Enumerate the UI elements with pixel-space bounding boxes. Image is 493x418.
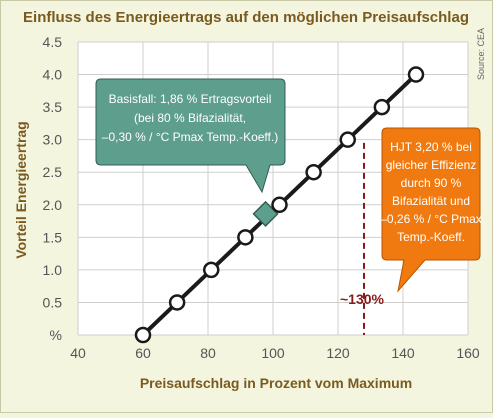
x-tick-label: 120 <box>326 345 350 361</box>
y-tick-label: 1.0 <box>43 262 63 278</box>
data-point <box>168 294 186 311</box>
callout-basisfall-shape <box>95 78 286 194</box>
x-tick-label: 140 <box>391 345 415 361</box>
callout-hjt-line: –0,26 % / °C Pmax <box>380 212 482 226</box>
callout-hjt-line: HJT 3,20 % bei <box>390 140 472 154</box>
y-tick-label: 3.0 <box>43 132 63 148</box>
y-tick-label: % <box>50 327 62 343</box>
y-tick-label: 1.5 <box>43 229 63 245</box>
x-axis-label: Preisaufschlag in Prozent vom Maximum <box>140 375 412 391</box>
callout-basisfall-line: Basisfall: 1,86 % Ertragsvorteil <box>109 92 272 106</box>
x-tick-label: 40 <box>70 345 86 361</box>
y-tick-label: 2.5 <box>43 164 63 180</box>
y-tick-label: 4.5 <box>43 34 63 50</box>
reference-line-label: ~130% <box>340 291 385 307</box>
data-point <box>339 131 356 148</box>
callout-hjt: HJT 3,20 % bei gleicher Effizienz durch 90… <box>380 127 482 293</box>
y-axis-label: Vorteil Energieertrag <box>13 121 29 258</box>
y-tick-label: 2.0 <box>43 197 63 213</box>
data-point <box>305 163 322 181</box>
series-group <box>134 66 425 344</box>
callout-hjt-shape <box>381 127 481 293</box>
chart-title: Einfluss des Energieertrags auf den mögl… <box>23 9 469 26</box>
x-tick-label: 80 <box>200 345 216 361</box>
callout-hjt-line: Temp.-Koeff. <box>397 230 465 244</box>
annotations: ~130% Basisfall: 1,86 % Ertragsvorteil (be… <box>95 78 482 307</box>
y-tick-label: 3.5 <box>43 99 63 115</box>
callout-basisfall-line: –0,30 % / °C Pmax Temp.-Koeff.) <box>102 130 278 144</box>
data-point <box>203 261 220 279</box>
data-point <box>271 196 288 214</box>
data-point <box>407 66 425 83</box>
callout-hjt-line: Bifazialität und <box>392 194 470 208</box>
x-tick-label: 60 <box>135 345 151 361</box>
callout-basisfall: Basisfall: 1,86 % Ertragsvorteil (bei 80 … <box>95 78 286 194</box>
callout-hjt-line: gleicher Effizienz <box>386 158 477 172</box>
callout-hjt-line: durch 90 % <box>401 176 462 190</box>
x-tick-label: 160 <box>456 345 480 361</box>
callout-basisfall-line: (bei 80 % Bifazialität, <box>134 111 246 125</box>
data-point <box>134 326 152 344</box>
y-tick-label: 4.0 <box>43 67 63 83</box>
y-tick-label: 0.5 <box>43 294 63 310</box>
data-point <box>237 229 254 246</box>
source-note: Source: CEA <box>476 28 486 80</box>
x-tick-label: 100 <box>261 345 285 361</box>
tick-labels: % 0.5 1.0 1.5 2.0 2.5 3.0 3.5 4.0 4.5 40 60 80 100 120… <box>43 34 480 361</box>
data-point <box>373 98 391 116</box>
